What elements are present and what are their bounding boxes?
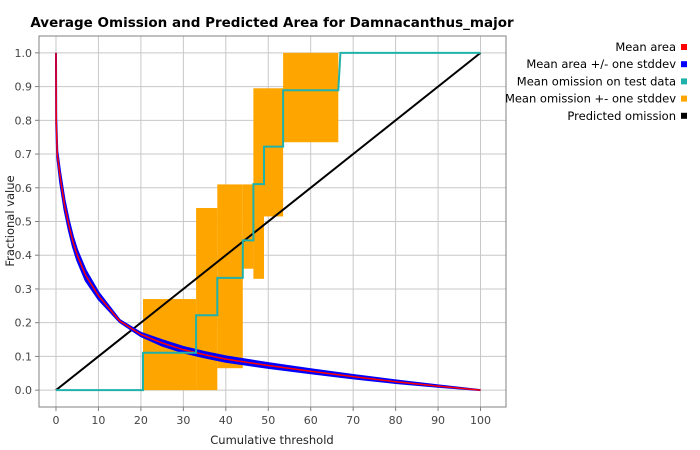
y-tick-label: 0.6 xyxy=(15,182,33,195)
predicted-omission-line xyxy=(55,52,482,391)
y-tick-label: 0.0 xyxy=(15,384,33,397)
mean-area-line xyxy=(55,52,481,391)
y-tick-label: 0.5 xyxy=(15,216,33,229)
legend-label: Mean area xyxy=(615,40,676,54)
plot-layer: 0 10 20 30 40 50 60 70 80 90 100 0.0 0.1 0.2 0.3 0.4 0.5… xyxy=(15,35,507,427)
omission-stddev-band xyxy=(196,208,218,391)
y-tick-label: 0.1 xyxy=(15,350,33,363)
omission-stddev-band xyxy=(217,184,243,369)
mean-omission-line xyxy=(55,51,481,392)
x-tick-label: 70 xyxy=(346,414,360,427)
omission-stddev-band xyxy=(242,184,254,269)
y-tick-label: 0.4 xyxy=(15,249,33,262)
legend: Mean area Mean area +/- one stddev Mean om… xyxy=(505,40,687,123)
x-tick-label: 100 xyxy=(470,414,491,427)
y-tick-label: 0.3 xyxy=(15,283,33,296)
legend-swatch xyxy=(681,95,687,102)
y-tick-label: 0.2 xyxy=(15,317,33,330)
legend-label: Mean omission on test data xyxy=(517,74,676,88)
x-tick-label: 40 xyxy=(219,414,233,427)
y-tick-label: 1.0 xyxy=(15,47,33,60)
y-axis-label: Fractional value xyxy=(3,175,17,266)
x-axis-label: Cumulative threshold xyxy=(210,433,333,447)
x-tick-label: 20 xyxy=(134,414,148,427)
x-tick-label: 50 xyxy=(261,414,275,427)
omission-stddev-band xyxy=(264,88,284,217)
x-tick-label: 80 xyxy=(389,414,403,427)
y-tick-label: 0.9 xyxy=(15,81,33,94)
x-tick-label: 90 xyxy=(431,414,445,427)
x-tick-label: 30 xyxy=(176,414,190,427)
y-tick-label: 0.8 xyxy=(15,114,33,127)
chart-title: Average Omission and Predicted Area for … xyxy=(30,15,514,31)
x-tick-label: 60 xyxy=(304,414,318,427)
x-tick-label: 0 xyxy=(52,414,59,427)
legend-label: Mean area +/- one stddev xyxy=(526,57,676,71)
legend-swatch xyxy=(681,44,687,50)
legend-swatch xyxy=(681,112,687,119)
y-tick-label: 0.7 xyxy=(15,148,33,161)
legend-swatch xyxy=(681,61,687,68)
x-tick-label: 10 xyxy=(91,414,105,427)
legend-swatch xyxy=(681,78,687,85)
legend-label: Mean omission +- one stddev xyxy=(505,92,676,106)
legend-label: Predicted omission xyxy=(567,109,676,123)
omission-stddev-band xyxy=(283,52,339,143)
